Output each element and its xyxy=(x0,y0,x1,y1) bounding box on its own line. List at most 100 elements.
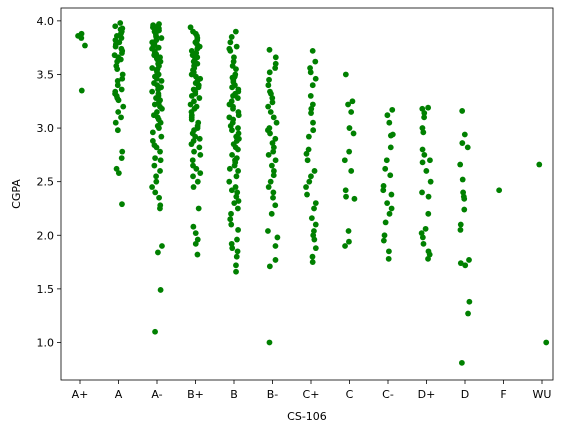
point-B+-60 xyxy=(195,205,202,212)
point-B-41 xyxy=(229,151,235,158)
point-B+-34 xyxy=(187,101,194,108)
point-B-27 xyxy=(235,112,242,119)
point-C--17 xyxy=(380,237,387,244)
point-C+-14 xyxy=(303,150,310,157)
point-C+-0 xyxy=(309,47,316,54)
point-B-9 xyxy=(233,66,239,73)
point-B+-27 xyxy=(195,84,202,91)
point-C--6 xyxy=(383,157,390,164)
point-B--11 xyxy=(265,103,272,110)
point-B--6 xyxy=(265,82,272,89)
point-B+-59 xyxy=(190,184,197,190)
x-tick-label: WU xyxy=(533,388,552,401)
point-A--76 xyxy=(152,328,158,335)
point-A--46 xyxy=(151,101,158,108)
point-B--32 xyxy=(268,210,275,217)
point-B--13 xyxy=(270,114,277,121)
point-C--7 xyxy=(382,165,389,172)
point-A-21 xyxy=(119,71,126,78)
point-B-1 xyxy=(228,34,235,40)
point-C+-27 xyxy=(311,236,318,243)
point-B--5 xyxy=(266,76,272,83)
point-B+-0 xyxy=(187,24,194,31)
point-D+-6 xyxy=(419,146,426,153)
point-B+-56 xyxy=(197,170,204,177)
point-B+-31 xyxy=(188,93,195,99)
point-B--29 xyxy=(270,189,277,196)
x-tick-label: B xyxy=(230,388,238,401)
point-C-5 xyxy=(350,130,357,137)
point-A--65 xyxy=(157,168,163,174)
point-A-0 xyxy=(117,20,124,26)
point-D+-5 xyxy=(420,129,427,136)
point-C+-16 xyxy=(311,168,318,174)
point-B+-65 xyxy=(194,251,201,258)
y-tick-label: 2.5 xyxy=(37,176,55,189)
point-B--26 xyxy=(270,172,277,179)
point-D+-3 xyxy=(421,114,428,121)
point-A--66 xyxy=(153,173,159,180)
point-B--21 xyxy=(270,148,277,155)
y-tick-label: 3.5 xyxy=(37,68,55,81)
point-B+-55 xyxy=(193,165,200,172)
point-B-58 xyxy=(227,216,234,223)
point-B--25 xyxy=(270,168,277,174)
x-tick-label: F xyxy=(500,388,506,401)
point-C--10 xyxy=(380,187,387,194)
point-D-0 xyxy=(459,108,466,114)
point-C--8 xyxy=(387,172,394,179)
point-B--17 xyxy=(267,130,273,137)
point-A-25 xyxy=(118,86,125,93)
x-tick-label: A+ xyxy=(72,388,89,401)
point-C-0 xyxy=(342,71,349,78)
point-B-25 xyxy=(230,105,236,112)
point-B-3 xyxy=(233,43,240,50)
point-A--75 xyxy=(157,287,164,293)
point-B--35 xyxy=(272,243,279,249)
point-A--11 xyxy=(158,35,165,41)
point-D+-0 xyxy=(425,104,432,111)
point-B--38 xyxy=(266,339,273,346)
point-C-14 xyxy=(342,243,348,249)
point-A-37 xyxy=(118,155,125,161)
point-B+-61 xyxy=(190,223,197,230)
point-B+-49 xyxy=(188,141,195,148)
plot-frame xyxy=(60,7,554,381)
point-B+-53 xyxy=(189,157,196,164)
x-tick-label: C+ xyxy=(303,388,320,401)
point-A-20 xyxy=(114,66,121,73)
point-A-7 xyxy=(118,35,125,41)
x-axis-ticks: A+ A A- B+ B B- C+ C C- D+ D F WU xyxy=(72,380,552,401)
point-A--70 xyxy=(156,194,162,201)
point-A-33 xyxy=(118,114,124,121)
point-C-9 xyxy=(342,187,349,194)
point-B--27 xyxy=(267,178,274,185)
point-B--0 xyxy=(266,46,273,53)
point-C-2 xyxy=(345,101,351,108)
point-D+-11 xyxy=(427,178,434,185)
point-C+-15 xyxy=(304,157,311,164)
point-C+-4 xyxy=(312,75,319,82)
point-A--28 xyxy=(149,65,156,71)
point-B--12 xyxy=(267,109,274,115)
point-A--63 xyxy=(157,157,164,164)
point-C+-17 xyxy=(308,173,314,180)
point-B--24 xyxy=(268,162,275,169)
point-B+-10 xyxy=(188,47,195,54)
point-C--15 xyxy=(382,219,389,226)
point-B--18 xyxy=(272,135,279,142)
point-D+-15 xyxy=(422,225,429,232)
point-D-9 xyxy=(461,206,468,213)
point-B-33 xyxy=(229,127,235,134)
point-C+-5 xyxy=(309,82,316,89)
point-A+-2 xyxy=(78,35,85,41)
point-A-38 xyxy=(113,165,120,172)
point-A-11 xyxy=(112,43,119,50)
point-A--64 xyxy=(151,162,158,169)
point-A--69 xyxy=(152,189,159,196)
point-C+-13 xyxy=(305,146,312,153)
point-A-34 xyxy=(112,119,119,126)
point-D-15 xyxy=(466,298,473,305)
point-B+-62 xyxy=(192,230,199,237)
point-C+-2 xyxy=(307,65,313,71)
